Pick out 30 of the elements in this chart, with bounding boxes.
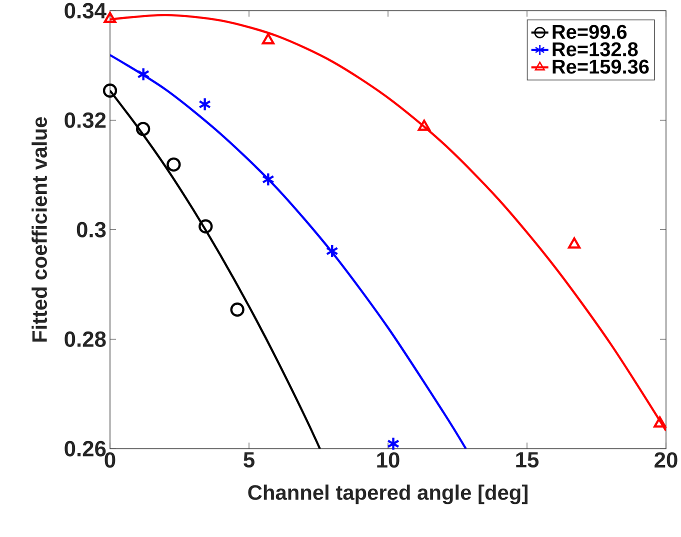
- y-tick-label: 0.3: [76, 222, 106, 238]
- y-tick-label: 0.34: [64, 2, 106, 18]
- point: [230, 302, 244, 317]
- legend-label: Re=159.36: [552, 60, 649, 74]
- point: [418, 120, 430, 131]
- point: [568, 237, 581, 249]
- point: [136, 122, 150, 136]
- x-tick-label: 0: [104, 452, 116, 468]
- point: [198, 97, 212, 112]
- legend-label: Re=99.6: [552, 24, 627, 39]
- y-tick-label: 0.26: [64, 440, 106, 456]
- legend-label: Re=132.8: [552, 42, 638, 56]
- point: [198, 219, 213, 234]
- x-axis-title: Channel tapered angle [deg]: [248, 484, 528, 504]
- point: [326, 244, 338, 258]
- point: [102, 84, 118, 98]
- x-tick-label: 5: [244, 452, 254, 468]
- y-tick-label: 0.28: [64, 331, 106, 347]
- y-tick-label: 0.32: [64, 112, 106, 128]
- x-tick-label: 15: [516, 452, 539, 468]
- point: [166, 157, 181, 172]
- y-axis-title: Fitted coefficient value: [32, 117, 47, 342]
- x-tick-label: 10: [377, 452, 400, 468]
- point: [137, 67, 150, 82]
- point: [262, 172, 274, 186]
- line-series: [110, 54, 467, 449]
- point: [387, 436, 400, 451]
- x-tick-label: 20: [654, 452, 678, 468]
- point: [654, 416, 666, 428]
- point: [262, 33, 274, 44]
